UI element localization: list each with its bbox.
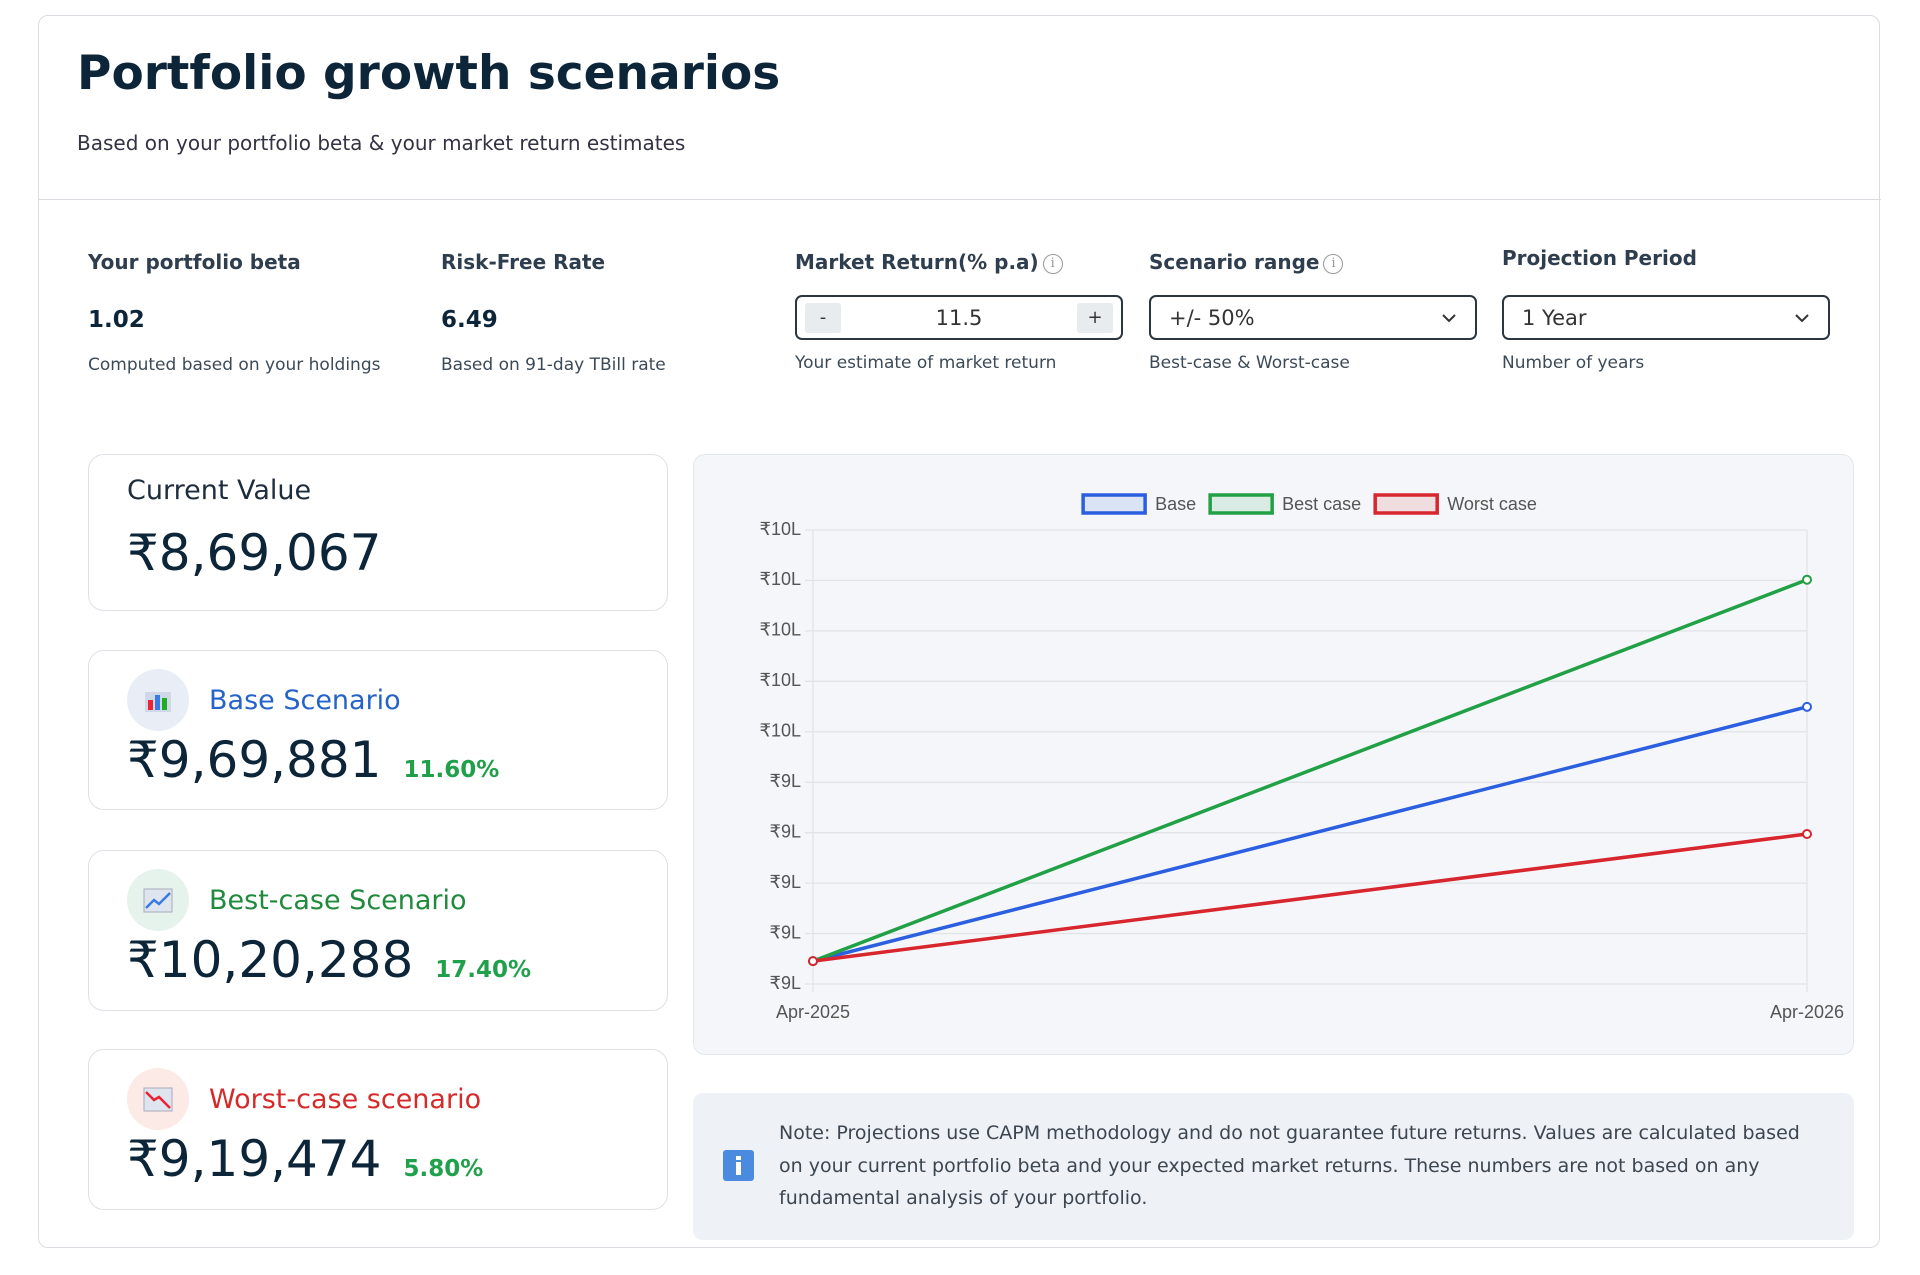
divider — [38, 199, 1881, 200]
stat-value: 6.49 — [441, 307, 498, 333]
y-tick-label: ₹9L — [770, 821, 801, 841]
y-tick-label: ₹9L — [770, 922, 801, 942]
number-input: - 11.5 + — [795, 295, 1123, 340]
info-icon[interactable]: i — [1323, 253, 1344, 274]
y-tick-label: ₹9L — [770, 973, 801, 993]
legend: Base Best case Worst case — [1081, 493, 1537, 515]
series-line — [812, 705, 1808, 963]
card-value: ₹8,69,067 — [127, 524, 382, 582]
chart-panel: ₹9L ₹9L ₹9L ₹9L ₹9L ₹10L ₹10L ₹10L ₹10L ₹10L Apr-2… — [693, 454, 1854, 1055]
legend-swatch — [1081, 493, 1147, 515]
scenario-change: 11.60% — [403, 757, 500, 783]
scenario-value: ₹9,69,881 — [127, 731, 382, 789]
note-box — [693, 1093, 1854, 1240]
input-value[interactable]: 11.5 — [935, 305, 983, 330]
chevron — [1795, 313, 1809, 322]
input-label-wrap: Scenario range i — [1149, 250, 1344, 274]
legend-swatch — [1208, 493, 1274, 515]
scenario-change: 5.80% — [403, 1156, 484, 1182]
input-label: Projection Period — [1502, 246, 1697, 270]
scenario-icon — [127, 669, 189, 731]
scenario-card: Best-case Scenario ₹10,20,288 17.40% — [88, 850, 668, 1011]
increment-button[interactable]: + — [1076, 302, 1113, 333]
scenario-value: ₹10,20,288 — [127, 931, 414, 989]
select[interactable]: 1 Year — [1502, 295, 1830, 340]
stat-note: Based on 91-day TBill rate — [441, 355, 666, 375]
y-tick-label: ₹10L — [760, 670, 801, 690]
line-chart: ₹9L ₹9L ₹9L ₹9L ₹9L ₹10L ₹10L ₹10L ₹10L ₹10L Apr-2… — [760, 493, 1844, 1022]
input-note: Number of years — [1502, 353, 1645, 373]
scenario-card: Worst-case scenario ₹9,19,474 5.80% — [88, 1049, 668, 1210]
scenario-label: Worst-case scenario — [209, 1083, 482, 1115]
select-value: 1 Year — [1522, 305, 1587, 330]
point — [808, 956, 818, 967]
input-label: Scenario range — [1149, 250, 1320, 274]
point — [1802, 701, 1812, 712]
legend-swatch — [1373, 493, 1439, 515]
decrement-button[interactable]: - — [805, 302, 841, 333]
legend-label: Worst case — [1447, 494, 1537, 514]
scenario-value: ₹9,19,474 — [127, 1130, 382, 1188]
scenario-card — [38, 15, 1880, 1248]
y-tick-label: ₹10L — [760, 519, 801, 539]
y-tick-label: ₹9L — [770, 771, 801, 791]
series-line — [812, 832, 1808, 963]
scenario-change: 17.40% — [435, 957, 532, 983]
stat-label: Risk-Free Rate — [441, 250, 606, 274]
x-tick-label: Apr-2026 — [1770, 1002, 1844, 1022]
stat-value: 1.02 — [88, 307, 145, 333]
note-text: Note: Projections use CAPM methodology a… — [779, 1122, 1800, 1209]
info-icon — [723, 1150, 754, 1181]
series-line — [812, 578, 1808, 963]
y-tick-label: ₹10L — [760, 620, 801, 640]
x-tick-label: Apr-2025 — [776, 1002, 850, 1022]
current-value-card: Current Value ₹8,69,067 — [88, 454, 668, 611]
page-subtitle: Based on your portfolio beta & your mark… — [77, 131, 686, 155]
info-icon[interactable]: i — [1042, 253, 1063, 274]
y-tick-label: ₹10L — [760, 569, 801, 589]
y-tick-label: ₹9L — [770, 872, 801, 892]
legend-label: Base — [1155, 494, 1196, 514]
input-note: Your estimate of market return — [795, 353, 1057, 373]
scenario-icon — [127, 869, 189, 931]
point — [1802, 574, 1812, 585]
scenario-icon — [127, 1068, 189, 1130]
point — [1802, 828, 1812, 839]
scenario-card: Base Scenario ₹9,69,881 11.60% — [88, 650, 668, 810]
legend-label: Best case — [1282, 494, 1361, 514]
scenario-label: Best-case Scenario — [209, 884, 467, 916]
select-value: +/- 50% — [1169, 305, 1255, 330]
y-tick-label: ₹10L — [760, 721, 801, 741]
input-note: Best-case & Worst-case — [1149, 353, 1350, 373]
stat-label: Your portfolio beta — [88, 250, 301, 274]
card-label: Current Value — [127, 475, 312, 506]
stat-note: Computed based on your holdings — [88, 355, 381, 375]
input-label: Market Return(% p.a) — [795, 250, 1039, 274]
chevron — [1442, 313, 1456, 322]
select[interactable]: +/- 50% — [1149, 295, 1477, 340]
page-title: Portfolio growth scenarios — [77, 46, 781, 101]
scenario-label: Base Scenario — [209, 684, 401, 716]
input-label-wrap: Market Return(% p.a) i — [795, 250, 1063, 274]
